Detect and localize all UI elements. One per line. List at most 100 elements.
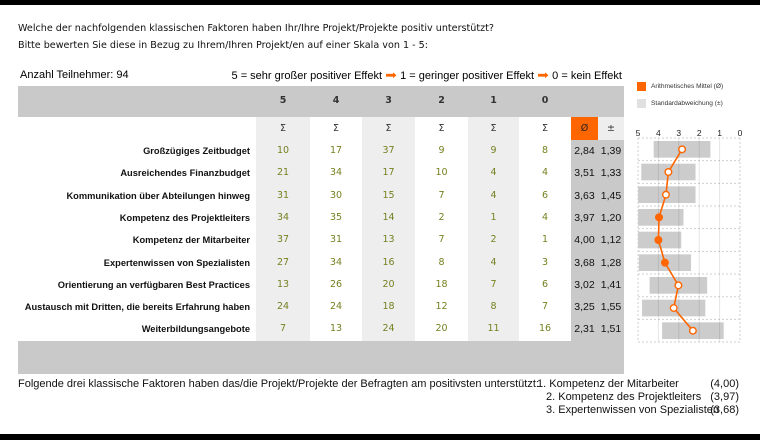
axis-tick-label: 3 [676, 128, 681, 138]
count-rating-4: 17 [329, 145, 343, 156]
row-label: Kompetenz der Mitarbeiter [132, 235, 250, 246]
sum-icon: Σ [541, 123, 548, 134]
sum-icon: Σ [385, 123, 392, 134]
mean-point [674, 281, 683, 290]
top-factor-1-value: (4,00) [710, 378, 739, 390]
table-row: Großzügiges Zeitbudget 10 17 37 9 9 8 2,… [0, 140, 624, 162]
scale-legend-min: 1 = geringer positiver Effekt [400, 70, 535, 82]
mean-value: 4,00 [574, 234, 595, 247]
count-rating-5: 7 [279, 323, 287, 335]
scale-legend: 5 = sehr großer positiver Effekt ➡ 1 = ger… [232, 68, 622, 83]
top-factor-3: 3. Expertenwissen von Spezialisten [546, 404, 720, 416]
count-rating-1: 4 [490, 256, 497, 268]
mean-sd-column-background [571, 140, 624, 341]
mean-point [661, 190, 670, 199]
count-rating-1: 9 [490, 145, 497, 156]
count-rating-3: 37 [382, 145, 395, 156]
count-rating-2: 8 [438, 256, 445, 268]
column-header-4: 4 [332, 95, 340, 106]
count-rating-3: 16 [382, 256, 395, 268]
count-rating-5: 10 [276, 145, 290, 156]
mean-point [669, 304, 678, 313]
sd-value: 1,41 [600, 278, 622, 291]
count-rating-0: 7 [541, 301, 549, 313]
mean-value: 2,31 [574, 323, 595, 336]
mean-value: 3,51 [574, 167, 595, 180]
sd-value: 1,28 [600, 256, 622, 269]
sum-icon: Σ [332, 123, 339, 134]
count-rating-3: 24 [382, 323, 395, 335]
row-label: Expertenwissen von Spezialisten [103, 257, 250, 268]
sd-value: 1,45 [600, 189, 622, 202]
count-rating-1: 7 [490, 278, 497, 290]
scale-legend-max: 5 = sehr großer positiver Effekt [231, 70, 383, 82]
top-factor-3-value: (3,68) [710, 404, 739, 416]
column-header-5: 5 [279, 95, 287, 106]
count-rating-1: 4 [490, 189, 497, 201]
axis-tick-label: 2 [697, 128, 702, 138]
arrow-right-icon: ➡ [385, 68, 397, 82]
count-rating-0: 8 [541, 145, 549, 156]
count-rating-2: 7 [438, 189, 445, 201]
mean-point-highlighted [654, 236, 663, 245]
table-row: Ausreichendes Finanzbudget 21 34 17 10 4… [0, 162, 624, 184]
scale-legend-zero: 0 = kein Effekt [552, 70, 622, 82]
row-label: Weiterbildungsangebote [141, 324, 250, 335]
column-header-3: 3 [385, 95, 392, 106]
axis-tick-label: 1 [717, 128, 722, 138]
bottom-frame-bar [0, 434, 760, 440]
count-rating-3: 13 [382, 234, 395, 246]
mean-value: 2,84 [574, 145, 595, 157]
sd-value: 1,12 [600, 234, 622, 247]
top-factor-1: 1. Kompetenz der Mitarbeiter [537, 378, 679, 390]
legend-sd-label: Standardabweichung (±) [651, 100, 723, 107]
sum-icon: Σ [279, 123, 286, 134]
count-rating-4: 24 [329, 301, 343, 313]
count-rating-5: 34 [276, 211, 290, 223]
table-row: Expertenwissen von Spezialisten 27 34 16… [0, 252, 624, 274]
legend-mean-swatch [637, 82, 646, 91]
participant-count: Anzahl Teilnehmer: 94 [20, 69, 129, 81]
count-rating-3: 15 [382, 189, 395, 201]
count-rating-2: 20 [435, 323, 448, 335]
row-label: Austausch mit Dritten, die bereits Erfah… [24, 302, 250, 313]
sd-value: 1,51 [600, 323, 622, 336]
mean-value: 3,02 [574, 278, 595, 291]
sd-value: 1,33 [600, 167, 622, 180]
mean-point-highlighted [660, 258, 669, 267]
count-rating-2: 10 [435, 167, 448, 179]
mean-point-highlighted [655, 213, 664, 222]
count-rating-2: 9 [438, 145, 445, 156]
table-row: Austausch mit Dritten, die bereits Erfah… [0, 296, 624, 318]
sum-icon: Σ [438, 123, 445, 134]
count-rating-5: 31 [276, 189, 290, 201]
sum-icon: Σ [490, 123, 497, 134]
top-factor-2-value: (3,97) [710, 391, 739, 403]
count-rating-4: 34 [329, 256, 343, 268]
count-rating-3: 17 [382, 167, 395, 179]
count-rating-5: 24 [276, 301, 290, 313]
table-row: Kommunikation über Abteilungen hinweg 31… [0, 185, 624, 207]
mean-point [688, 326, 697, 335]
axis-tick-label: 4 [656, 128, 661, 138]
count-rating-1: 4 [490, 167, 497, 179]
arrow-right-icon: ➡ [537, 68, 549, 82]
column-stripe-1 [468, 117, 519, 341]
count-rating-0: 4 [541, 167, 549, 179]
table-footer-band [18, 341, 624, 374]
top-frame-bar [0, 0, 760, 5]
count-rating-5: 21 [276, 167, 290, 179]
row-label: Großzügiges Zeitbudget [143, 146, 250, 156]
row-label: Ausreichendes Finanzbudget [120, 168, 250, 179]
axis-tick-label: 5 [636, 128, 641, 138]
count-rating-5: 37 [276, 234, 290, 246]
count-rating-4: 30 [329, 189, 343, 201]
mean-point [678, 145, 687, 154]
count-rating-2: 2 [438, 211, 445, 223]
count-rating-4: 34 [329, 167, 343, 179]
column-header-0: 0 [541, 95, 549, 106]
sd-value: 1,39 [600, 145, 622, 157]
count-rating-3: 20 [382, 278, 395, 290]
table-row: Kompetenz des Projektleiters 34 35 14 2 … [0, 207, 624, 229]
count-rating-3: 14 [382, 211, 395, 223]
